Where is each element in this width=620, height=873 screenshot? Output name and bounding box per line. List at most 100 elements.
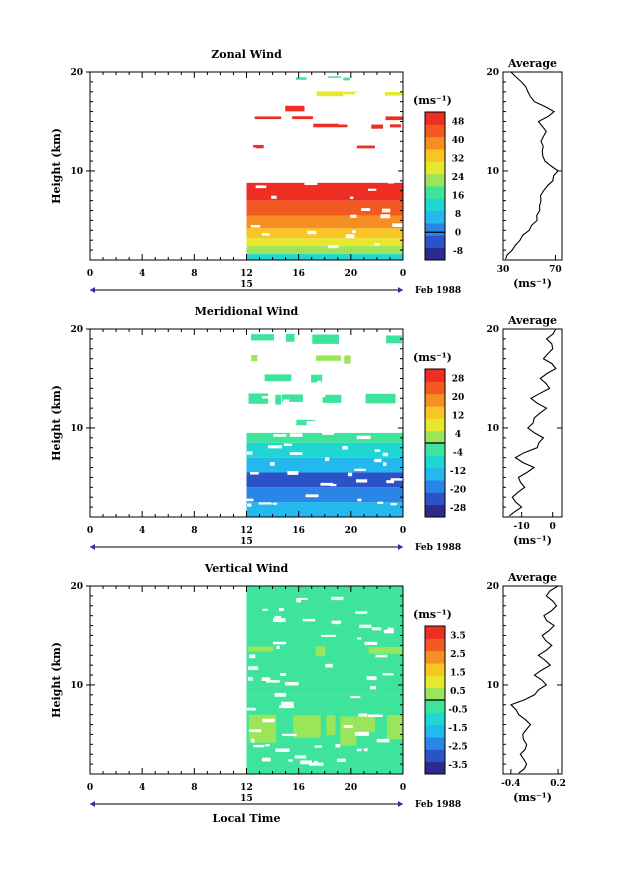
data-gap <box>334 86 343 90</box>
data-gap <box>278 607 284 611</box>
data-gap <box>357 83 366 87</box>
data-gap <box>274 615 282 619</box>
data-gap <box>272 641 287 645</box>
colorbar-swatch <box>425 504 445 518</box>
date-bar-arrow <box>90 287 95 293</box>
data-gap <box>329 483 337 487</box>
data-gap <box>283 443 293 446</box>
data-gap <box>321 394 326 398</box>
heatmap-patch <box>293 715 321 738</box>
data-gap <box>357 498 362 502</box>
x-tick-label: 8 <box>191 269 197 279</box>
x-tick-label: 12 <box>240 783 253 793</box>
data-gap <box>294 102 298 106</box>
data-gap <box>277 96 282 100</box>
colorbar-swatch <box>425 626 445 639</box>
data-gap <box>296 597 308 600</box>
data-gap <box>390 503 397 506</box>
x-tick-label: 0 <box>400 526 406 536</box>
heatmap-patch <box>315 646 326 657</box>
data-gap <box>345 234 355 239</box>
data-gap <box>276 645 280 650</box>
data-gap <box>296 343 307 346</box>
data-gap <box>357 637 362 640</box>
profile-unit: (ms⁻¹) <box>513 791 552 804</box>
colorbar-tick-label: -4 <box>453 448 463 458</box>
heatmap-patch <box>312 334 340 344</box>
heatmap-patch <box>365 393 396 404</box>
data-gap <box>307 139 322 143</box>
data-gap <box>254 172 263 176</box>
data-gap <box>246 451 253 455</box>
data-gap <box>385 146 398 150</box>
data-gap <box>371 627 382 631</box>
data-gap <box>321 149 329 152</box>
heatmap-band <box>246 238 403 247</box>
profile-title: Average <box>507 57 557 70</box>
data-gap <box>374 243 380 246</box>
date-label: 15 <box>240 794 253 804</box>
data-gap <box>259 156 273 159</box>
x-tick-label: 0 <box>87 526 93 536</box>
colorbar-swatch <box>425 136 445 150</box>
data-gap <box>247 503 252 507</box>
data-gap <box>300 760 312 765</box>
x-tick-label: 20 <box>345 269 358 279</box>
colorbar-swatch <box>425 700 445 713</box>
data-gap <box>261 396 274 399</box>
colorbar-tick-label: 24 <box>452 173 465 183</box>
data-gap <box>368 188 377 191</box>
x-tick-label: 16 <box>292 526 305 536</box>
data-gap <box>302 618 316 622</box>
colorbar-swatch <box>425 161 445 175</box>
x-tick-label: 16 <box>292 269 305 279</box>
heatmap-band <box>246 487 403 503</box>
data-gap <box>270 96 280 99</box>
data-gap <box>292 359 301 363</box>
data-gap <box>299 127 304 131</box>
colorbar-swatch <box>425 443 445 456</box>
data-gap <box>384 377 393 381</box>
data-gap <box>289 433 303 437</box>
data-gap <box>311 417 319 421</box>
colorbar-swatch <box>425 112 445 125</box>
data-gap <box>350 696 361 699</box>
heatmap-patch <box>285 334 295 342</box>
colorbar-swatch <box>425 247 445 261</box>
heatmap-band <box>246 182 403 201</box>
data-gap <box>246 109 258 112</box>
data-gap <box>350 214 357 218</box>
heatmap-patch <box>356 715 376 733</box>
data-gap <box>390 478 403 481</box>
profile-x-tick-label: 70 <box>549 265 562 275</box>
profile-y-tick-label: 10 <box>486 681 499 691</box>
data-gap <box>271 195 277 199</box>
data-gap <box>374 405 387 410</box>
data-gap <box>366 676 377 681</box>
profile-unit: (ms⁻¹) <box>513 534 552 547</box>
colorbar-tick-label: 20 <box>452 393 465 403</box>
x-tick-label: 8 <box>191 783 197 793</box>
y-tick-label: 10 <box>70 424 83 434</box>
data-gap <box>355 479 368 483</box>
heatmap-patch <box>248 393 269 404</box>
colorbar-tick-label: 4 <box>455 430 461 440</box>
data-gap <box>264 388 270 391</box>
data-gap <box>278 177 289 181</box>
data-gap <box>247 159 258 162</box>
data-gap <box>331 596 344 601</box>
data-gap <box>378 102 390 106</box>
heatmap-patch <box>356 145 375 149</box>
colorbar-swatch <box>425 480 445 493</box>
heatmap-patch <box>311 374 323 383</box>
profile-unit: (ms⁻¹) <box>513 277 552 290</box>
panel-title: Zonal Wind <box>211 48 282 61</box>
data-gap <box>359 624 372 629</box>
data-gap <box>382 385 394 390</box>
heatmap-band <box>246 246 403 255</box>
heatmap-patch <box>322 394 342 403</box>
heatmap-patch <box>292 116 314 120</box>
data-gap <box>317 380 322 383</box>
data-gap <box>273 434 287 437</box>
heatmap-patch <box>343 91 361 95</box>
